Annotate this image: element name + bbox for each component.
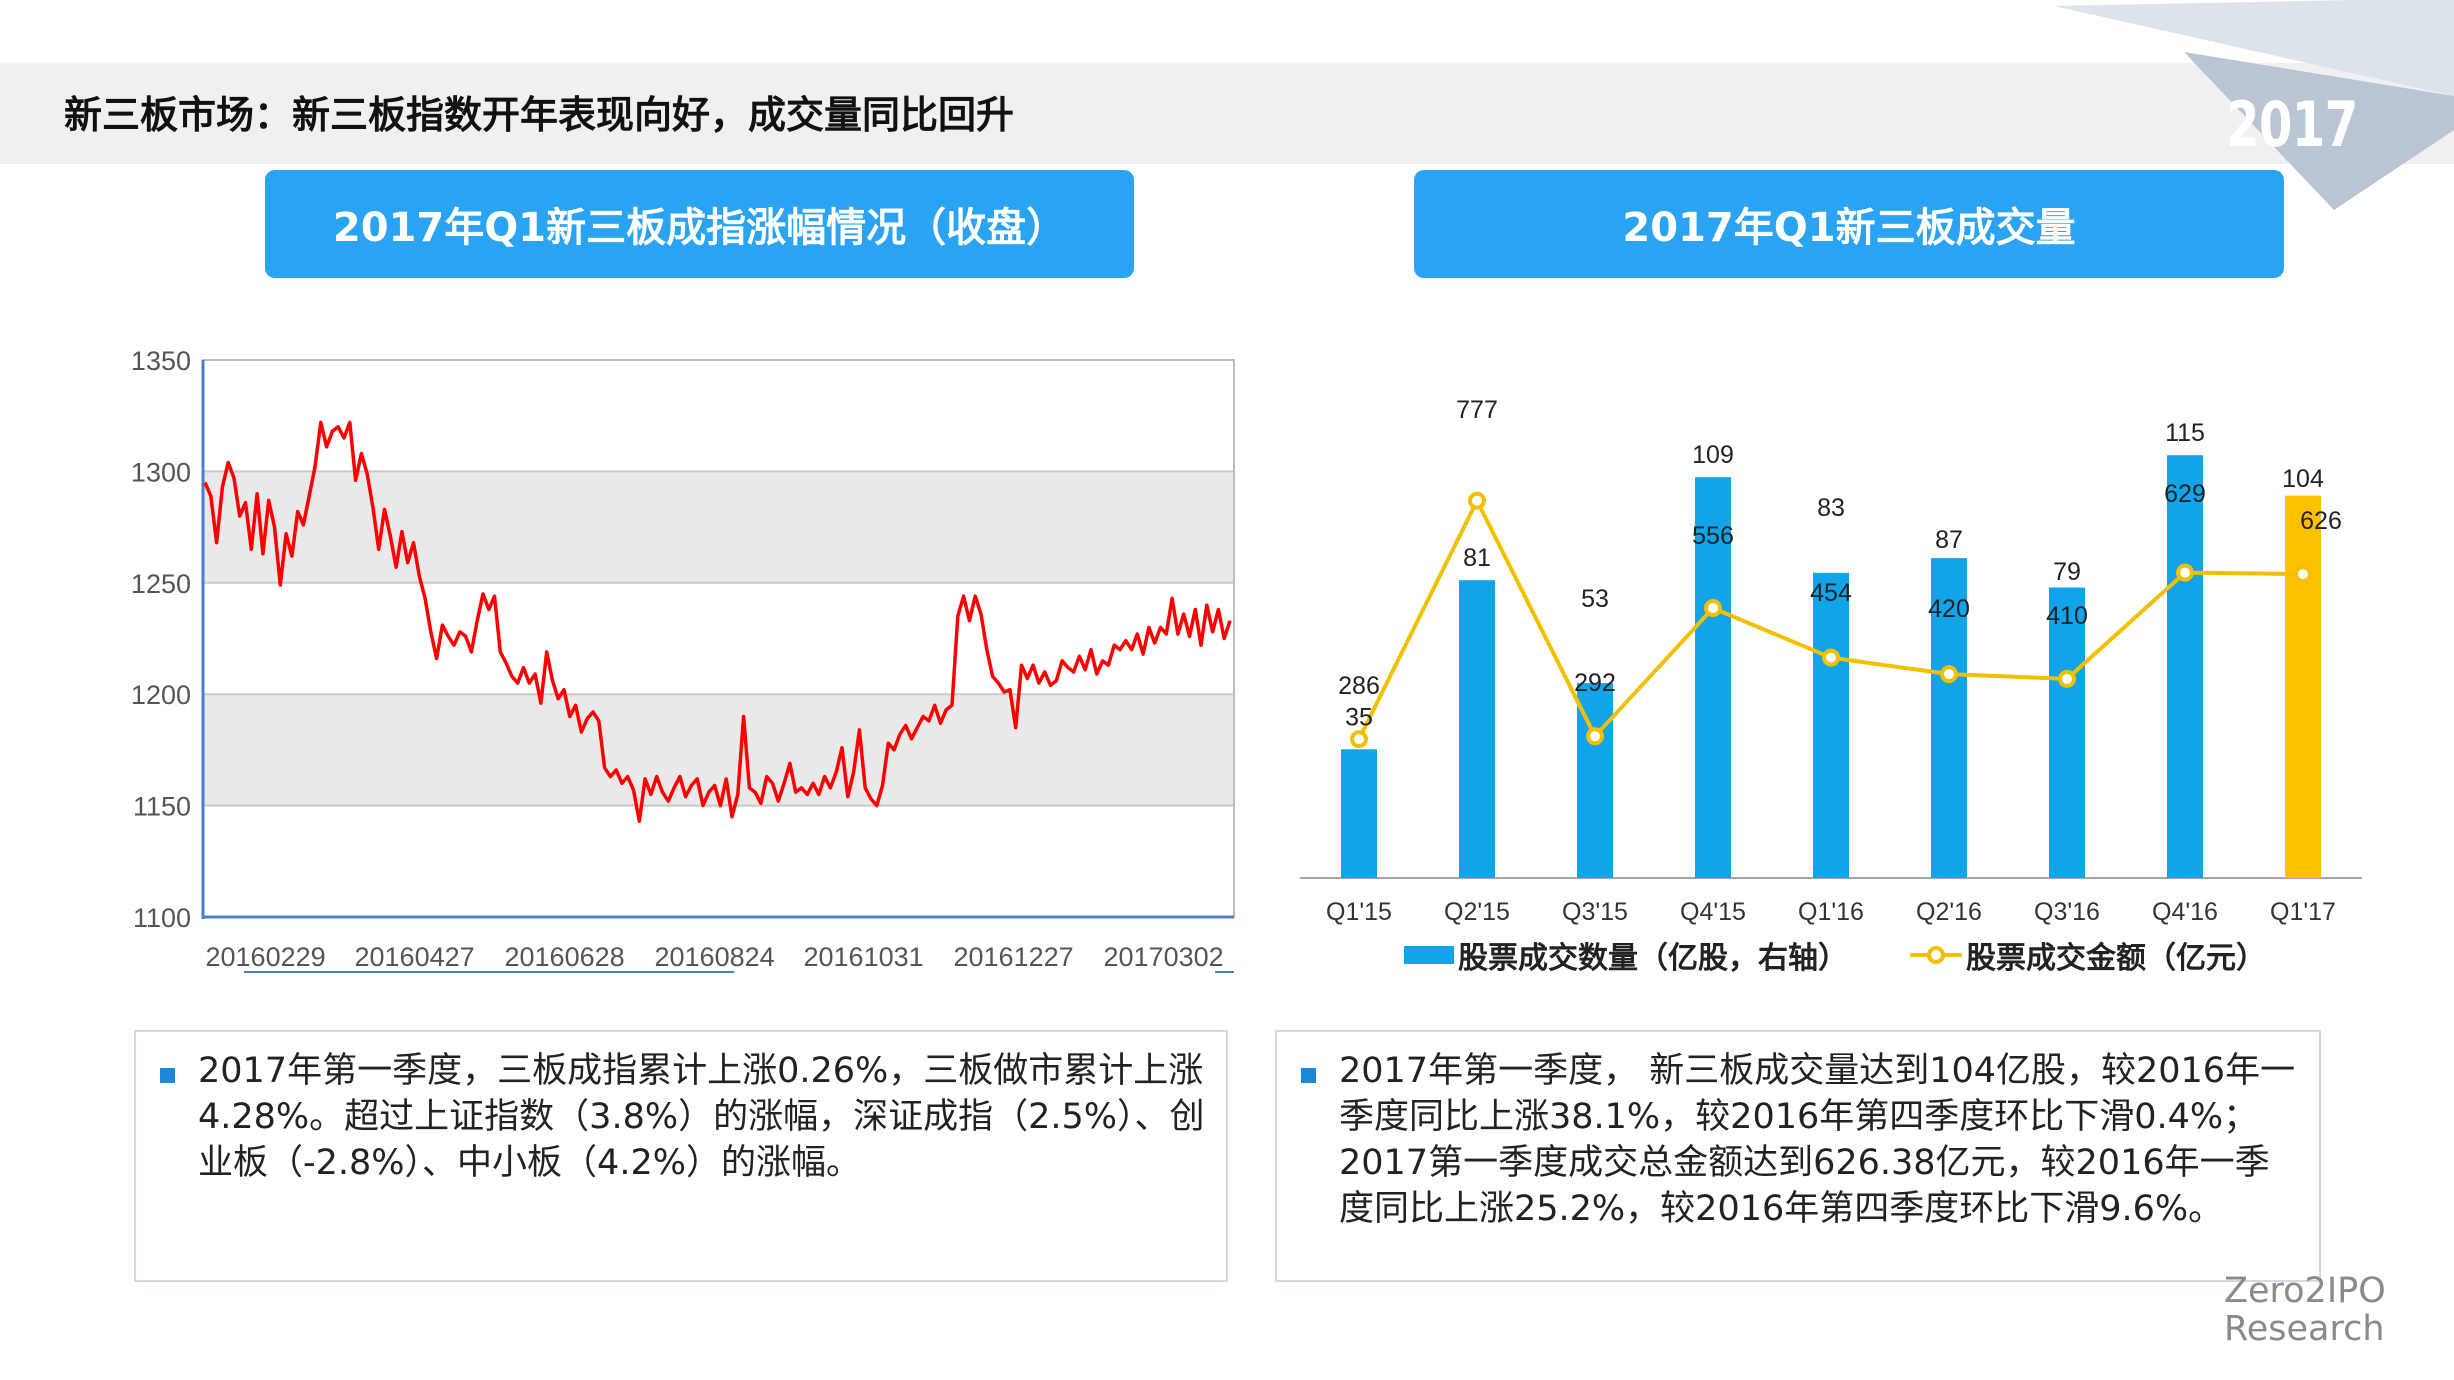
grid-band [203,805,1234,917]
brand-line2: Research [2224,1309,2385,1349]
line-value-label: 292 [1574,669,1616,697]
line-point [2176,563,2194,582]
y-tick-label: 1200 [131,680,191,710]
index-line-chart: 1350 1300 1250 1200 1150 1100 20160229 20160427… [131,346,1235,973]
category-label: Q2'15 [1444,898,1510,926]
left-panel-header: 2017年Q1新三板成指涨幅情况（收盘） [265,170,1134,278]
bullet-icon [1301,1068,1316,1083]
line-value-label: 410 [2046,602,2088,630]
line-value-label: 777 [1456,396,1498,424]
x-tick-label: 20160427 [355,942,475,972]
left-note-box: 2017年第一季度，三板成指累计上涨0.26%，三板做市累计上涨4.28%。超过… [134,1030,1228,1282]
x-tick-label: 20160628 [505,942,625,972]
x-tick-label: 20160229 [206,942,326,972]
line-value-label: 420 [1928,595,1970,623]
category-label: Q4'16 [2152,898,2218,926]
index-line [203,420,1232,823]
right-panel-header: 2017年Q1新三板成交量 [1414,170,2284,278]
bar-value-label: 83 [1817,494,1845,522]
bar [1931,558,1967,878]
x-tick-label: 20170302 [1104,942,1224,972]
bar-value-label: 109 [1692,441,1734,469]
right-note-box: 2017年第一季度， 新三板成交量达到104亿股，较2016年一季度同比上涨38… [1275,1030,2321,1282]
line-point [2058,669,2076,688]
bar [2285,495,2321,878]
grid-band [203,471,1234,583]
line-value-label: 556 [1692,522,1734,550]
legend-bar-label: 股票成交数量（亿股，右轴） [1458,941,1848,976]
bar [2167,455,2203,878]
grid-band [203,360,1234,472]
line-point [1350,730,1368,749]
line-value-label: 454 [1810,579,1852,607]
category-label: Q1'17 [2270,898,2336,926]
bar [1459,580,1495,878]
category-label: Q3'15 [1562,898,1628,926]
category-label: Q2'16 [1916,898,1982,926]
bullet-icon [160,1068,175,1083]
legend-line-label: 股票成交金额（亿元） [1966,941,2266,976]
y-tick-label: 1300 [131,457,191,487]
bar-value-label: 87 [1935,526,1963,554]
y-tick-label: 1150 [133,792,191,822]
line-value-label: 629 [2164,480,2206,508]
line-point [1940,665,1958,684]
charts-canvas: 1350 1300 1250 1200 1150 1100 20160229 20160427… [131,346,2362,976]
bar [1695,477,1731,878]
bar [2049,587,2085,878]
brand-logo: Zero2IPO Research [2224,1272,2386,1348]
x-tick-label: 20161031 [804,942,924,972]
bar-value-label: 35 [1345,703,1373,731]
bar-value-label: 115 [2165,419,2205,447]
line-point [2294,565,2312,584]
x-tick-label: 20161227 [954,942,1074,972]
year-badge: 2017 [2226,88,2358,161]
bar-value-label: 53 [1581,585,1609,613]
x-tick-label: 20160824 [655,942,775,972]
line-point [1468,491,1486,510]
legend-line-marker [1927,946,1945,964]
category-label: Q4'15 [1680,898,1746,926]
title-bar [0,63,2454,164]
bar-value-label: 79 [2053,558,2081,586]
category-label: Q1'16 [1798,898,1864,926]
grid-band [203,582,1234,695]
legend-bar-swatch [1404,946,1454,964]
y-tick-label: 1350 [131,346,191,376]
volume-bar-chart: Q1'15 Q2'15 Q3'15 Q4'15 Q1'16 Q2'16 Q3'16 Q4'16… [1300,396,2362,976]
y-tick-label: 1100 [133,903,191,933]
line-value-label: 626 [2300,507,2342,535]
corner-decoration [2054,0,2454,210]
line-point [1586,727,1604,746]
page-title: 新三板市场：新三板指数开年表现向好，成交量同比回升 [64,93,1015,137]
bar [1341,749,1377,878]
bar-value-label: 81 [1463,544,1491,572]
grid-band [203,694,1234,806]
category-label: Q1'15 [1326,898,1392,926]
bar [1813,572,1849,878]
right-note-text: 2017年第一季度， 新三板成交量达到104亿股，较2016年一季度同比上涨38… [1339,1051,2296,1229]
y-tick-label: 1250 [131,569,191,599]
bar-value-label: 104 [2282,465,2324,493]
line-point [1822,648,1840,667]
category-label: Q3'16 [2034,898,2100,926]
line-value-label: 286 [1338,672,1380,700]
brand-line1: Zero2IPO [2224,1271,2386,1311]
left-note-text: 2017年第一季度，三板成指累计上涨0.26%，三板做市累计上涨4.28%。超过… [198,1051,1205,1183]
line-point [1704,599,1722,618]
